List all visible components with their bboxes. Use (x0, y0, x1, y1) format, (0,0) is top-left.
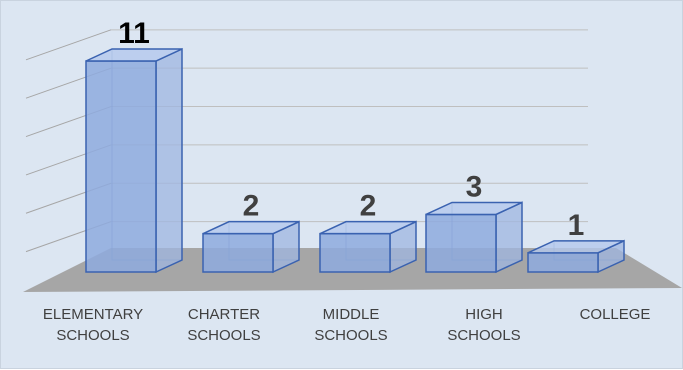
bar (319, 220, 417, 274)
bar-front (527, 252, 599, 273)
category-label-line: ELEMENTARY (42, 306, 144, 323)
category-label: COLLEGE (550, 304, 680, 325)
value-label: 11 (118, 17, 150, 50)
bar-top (85, 48, 183, 62)
bar-top (319, 220, 417, 235)
bar (85, 47, 183, 274)
bar-side (155, 47, 183, 274)
value-label: 3 (466, 170, 483, 203)
gridlines (25, 29, 588, 253)
bar-front (85, 60, 157, 273)
bar-top (202, 220, 300, 235)
bar-front (319, 232, 391, 273)
category-label-line: SCHOOLS (56, 327, 130, 344)
bar-front (425, 213, 497, 273)
category-label: ELEMENTARY SCHOOLS (28, 304, 158, 346)
gridline-side (25, 29, 112, 61)
bar-top (425, 201, 523, 216)
value-labels: 11 2 2 3 1 (118, 17, 584, 242)
category-label: MIDDLE SCHOOLS (286, 304, 416, 346)
bar-front (202, 232, 274, 273)
category-label-line: SCHOOLS (447, 327, 521, 344)
value-label: 1 (568, 209, 585, 242)
value-label: 2 (360, 190, 377, 223)
category-label-line: SCHOOLS (187, 327, 261, 344)
bar (202, 220, 300, 274)
bar (425, 201, 523, 274)
bars (85, 47, 625, 274)
category-label: HIGH SCHOOLS (419, 304, 549, 346)
category-label-line: SCHOOLS (314, 327, 388, 344)
category-label-line: HIGH (465, 306, 503, 323)
category-label: CHARTER SCHOOLS (159, 304, 289, 346)
category-label-line: CHARTER (187, 306, 261, 323)
bar-top (527, 240, 625, 254)
category-label-line: COLLEGE (579, 306, 651, 323)
bar (527, 239, 625, 274)
category-label-line: MIDDLE (322, 306, 380, 323)
value-label: 2 (243, 190, 260, 223)
